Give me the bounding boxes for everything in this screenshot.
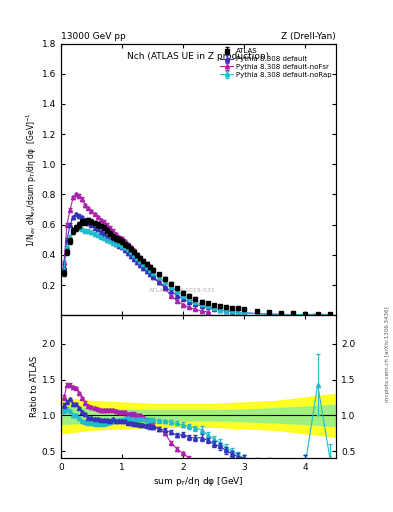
X-axis label: sum p$_T$/dη dφ [GeV]: sum p$_T$/dη dφ [GeV] — [153, 475, 244, 488]
Text: Nch (ATLAS UE in Z production): Nch (ATLAS UE in Z production) — [127, 52, 270, 60]
Text: 13000 GeV pp: 13000 GeV pp — [61, 32, 126, 41]
Text: Z (Drell-Yan): Z (Drell-Yan) — [281, 32, 336, 41]
Text: mcplots.cern.ch [arXiv:1306.3436]: mcplots.cern.ch [arXiv:1306.3436] — [385, 307, 389, 402]
Y-axis label: 1/N$_{ev}$ dN$_{ev}$/dsum p$_T$/dη dφ  [GeV]$^{-1}$: 1/N$_{ev}$ dN$_{ev}$/dsum p$_T$/dη dφ [G… — [24, 112, 39, 247]
Y-axis label: Ratio to ATLAS: Ratio to ATLAS — [30, 356, 39, 417]
Legend: ATLAS, Pythia 8.308 default, Pythia 8.308 default-noFsr, Pythia 8.308 default-no: ATLAS, Pythia 8.308 default, Pythia 8.30… — [219, 47, 332, 79]
Text: ATLAS-conf-2019-531: ATLAS-conf-2019-531 — [149, 288, 215, 293]
